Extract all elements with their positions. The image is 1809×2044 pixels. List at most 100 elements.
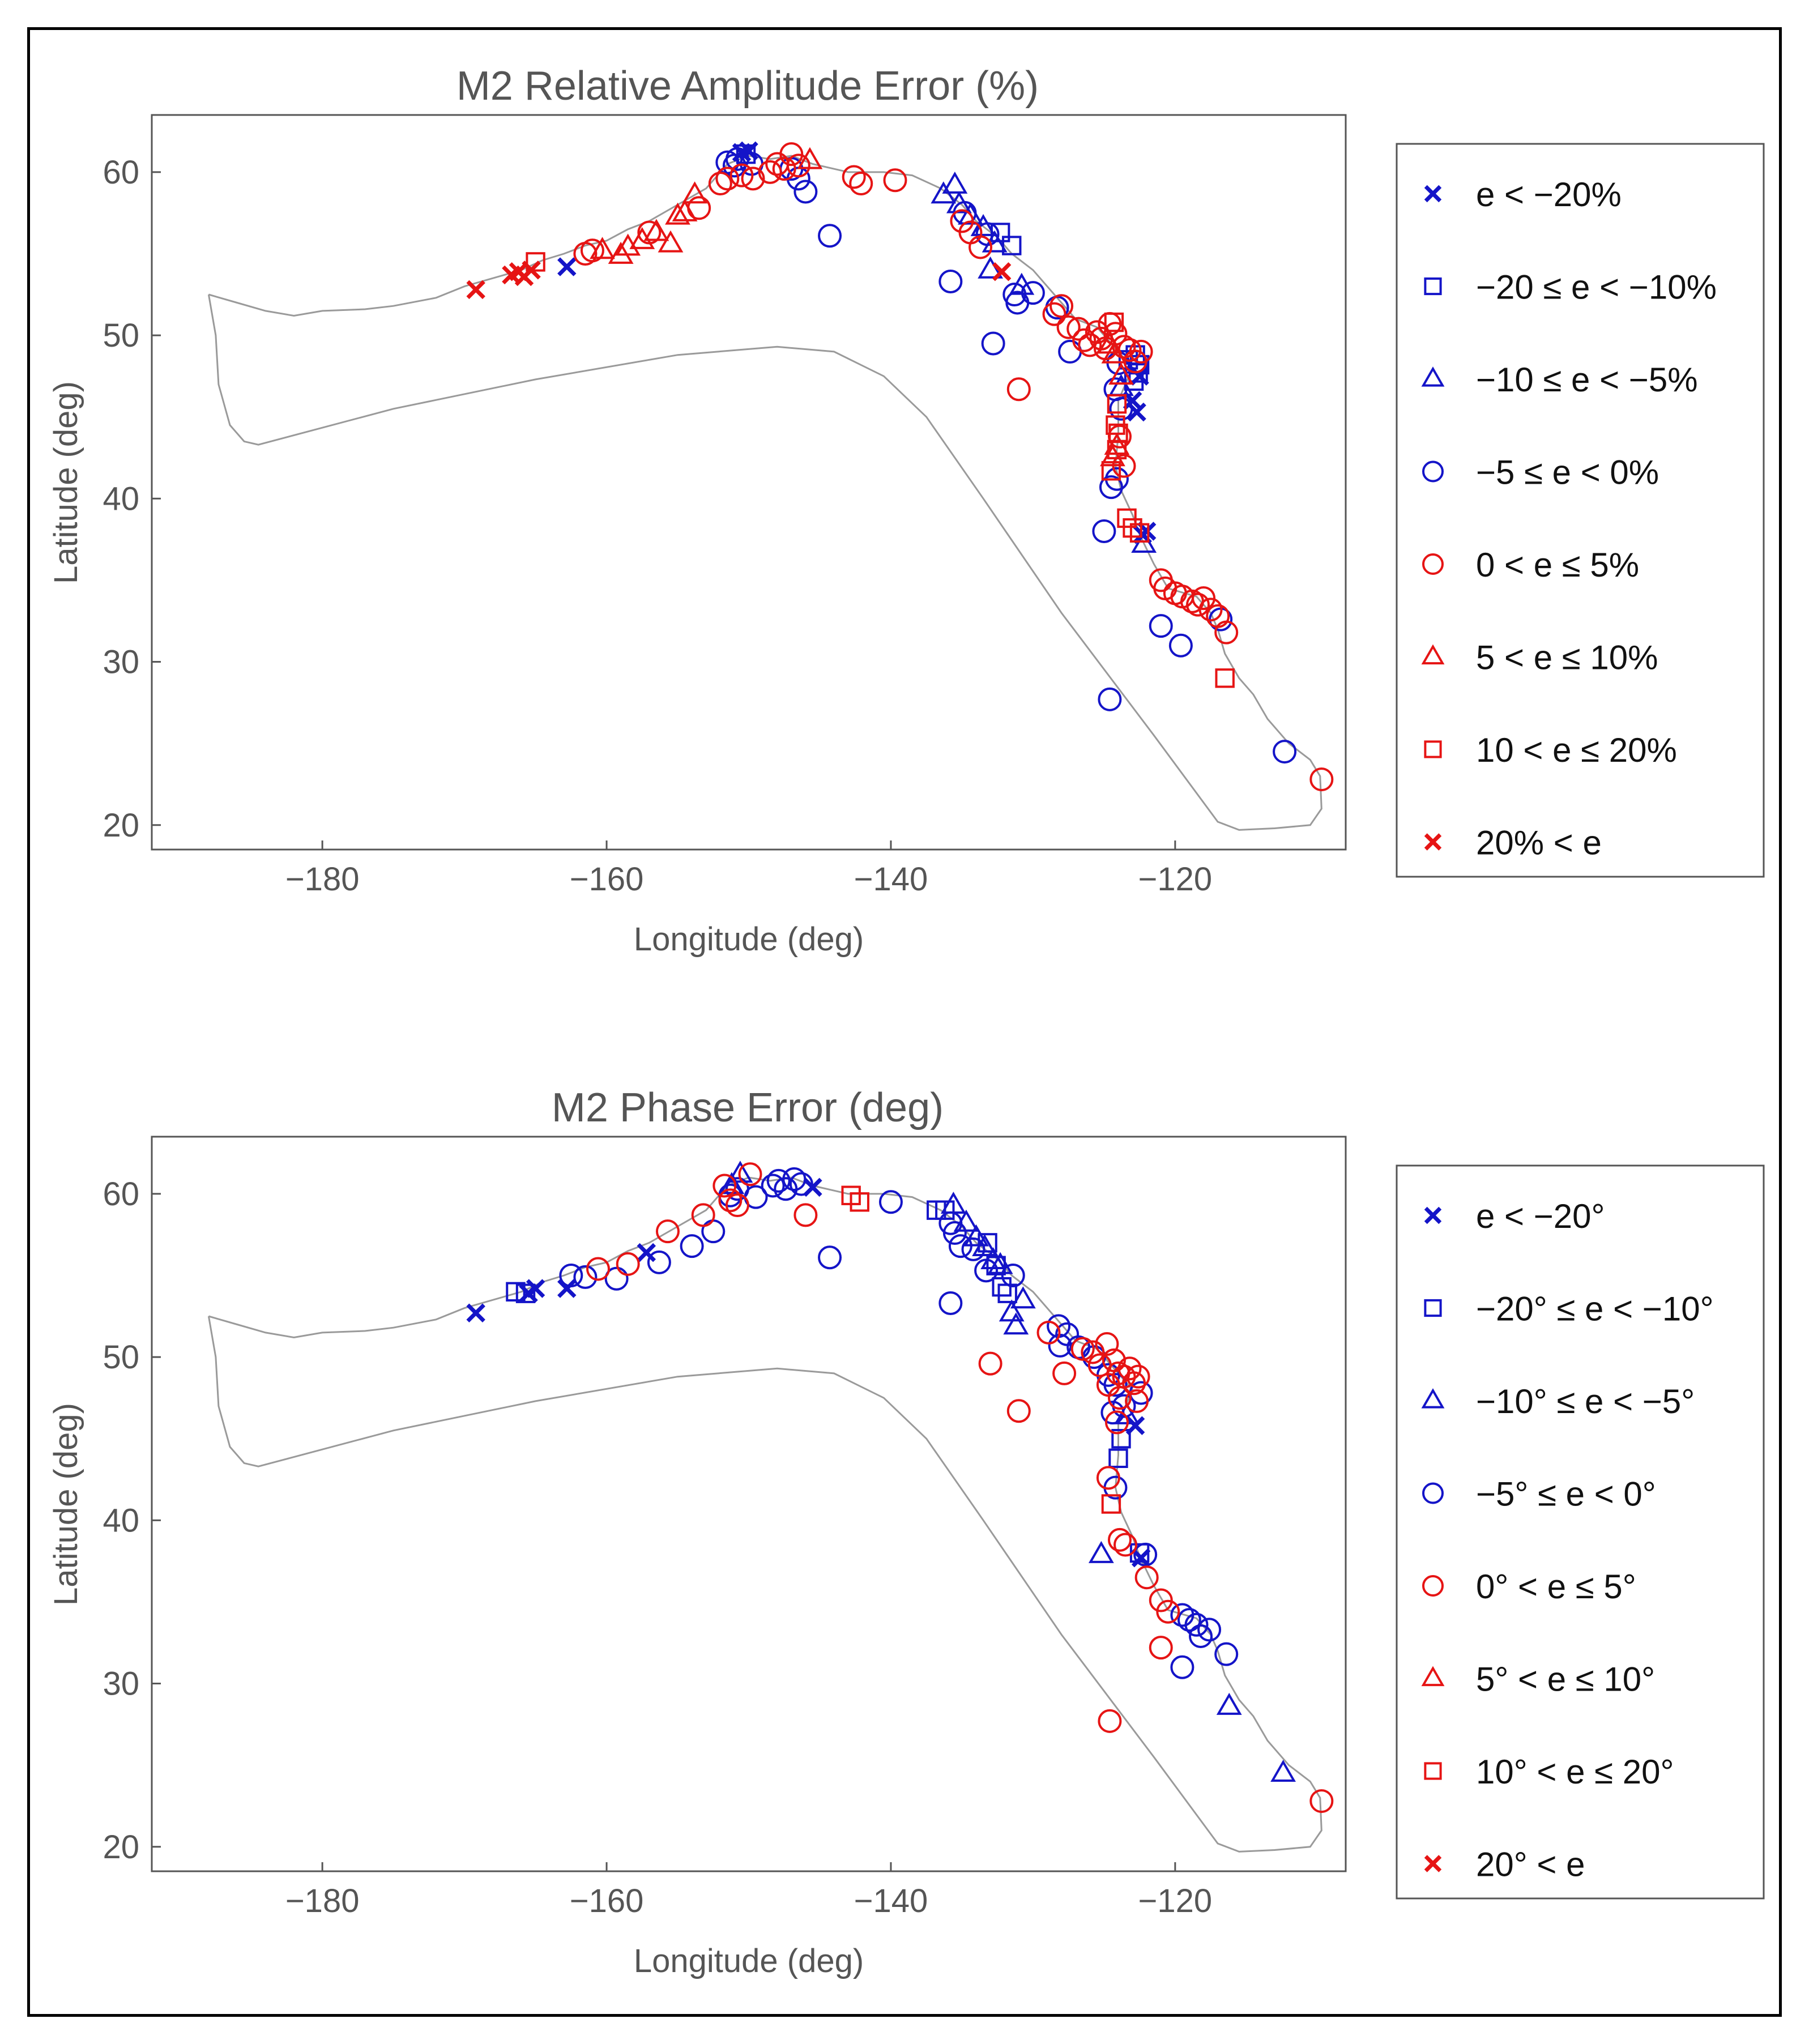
data-point [1107, 1386, 1132, 1410]
data-point [1216, 1692, 1242, 1715]
plot-frame [151, 114, 1347, 851]
data-point [789, 1172, 813, 1196]
legend-item: e < −20° [1424, 1197, 1605, 1235]
legend-label: −20° ≤ e < −10° [1476, 1290, 1714, 1328]
legend-label: 5° < e ≤ 10° [1476, 1661, 1655, 1699]
plot-frame [151, 1136, 1347, 1872]
legend-marker [1422, 460, 1444, 483]
data-point [687, 196, 711, 220]
y-tick-label: 30 [103, 644, 139, 681]
legend-item: 10 < e ≤ 20% [1424, 731, 1677, 769]
legend-box [1396, 1164, 1765, 1900]
data-point [1214, 620, 1239, 645]
data-point [515, 1283, 536, 1303]
data-point [997, 1283, 1017, 1303]
data-point [1070, 1337, 1095, 1361]
legend-item: 0° < e ≤ 5° [1422, 1568, 1636, 1606]
data-point [1186, 592, 1210, 617]
x-tick-label: −160 [570, 861, 644, 898]
data-point [1122, 1371, 1146, 1396]
data-point [766, 1168, 791, 1193]
legend-box [1396, 143, 1765, 878]
legend-label: 10 < e ≤ 20% [1476, 731, 1677, 769]
data-point [974, 1258, 999, 1283]
data-point [1215, 668, 1235, 688]
legend-item: 20° < e [1424, 1846, 1585, 1884]
data-point [665, 202, 690, 225]
data-point [981, 331, 1005, 356]
series-6 [526, 252, 1235, 688]
data-point [701, 1219, 726, 1244]
data-point [978, 1233, 997, 1253]
data-point [1149, 1588, 1173, 1612]
data-point [1104, 1410, 1129, 1435]
data-point [738, 1162, 762, 1187]
data-point [975, 222, 1000, 246]
data-point [1270, 1760, 1296, 1782]
chart-phase-error: M2 Phase Error (deg) −180 −160 −140 −120 20 3… [48, 1085, 1765, 1979]
data-point [526, 1279, 545, 1298]
data-point [1133, 1542, 1158, 1567]
legend-item: −10 ≤ e < −5% [1421, 361, 1698, 399]
data-point [725, 1193, 749, 1218]
y-axis-label: Latitude (deg) [48, 381, 84, 584]
data-point [1003, 1312, 1029, 1335]
data-point [466, 1303, 485, 1323]
data-point [1088, 1541, 1114, 1563]
data-point [963, 1224, 989, 1247]
data-point [1099, 475, 1123, 500]
legend-label: −10° ≤ e < −5° [1476, 1382, 1695, 1420]
domain-boundary [207, 1176, 1322, 1853]
legend-item: −20 ≤ e < −10% [1424, 268, 1717, 306]
legend-label: 5 < e ≤ 10% [1476, 639, 1658, 677]
data-point [1052, 1361, 1077, 1385]
x-tick-label: −120 [1138, 1883, 1213, 1919]
legend-label: −20 ≤ e < −10% [1476, 268, 1717, 306]
y-tick-label: 30 [103, 1666, 139, 1702]
legend-label: 20° < e [1476, 1846, 1585, 1884]
data-point [680, 1234, 704, 1258]
data-point [526, 252, 545, 272]
legend-item: −5° ≤ e < 0° [1422, 1475, 1656, 1513]
legend-marker [1424, 185, 1442, 203]
data-point [1117, 1356, 1142, 1381]
data-point [557, 257, 577, 276]
data-point [1168, 633, 1193, 658]
data-point [1042, 302, 1066, 326]
data-point [786, 153, 810, 178]
chart-amplitude-error: M2 Relative Amplitude Error (%) −180 −160… [48, 63, 1765, 958]
data-point [1081, 1340, 1105, 1364]
data-point [1170, 1655, 1194, 1679]
data-point [1107, 439, 1127, 460]
data-point [637, 1243, 656, 1262]
legend-marker [1424, 1206, 1442, 1224]
data-point [729, 163, 754, 187]
legend-label: 10° < e ≤ 20° [1476, 1753, 1674, 1791]
data-point [718, 1188, 743, 1213]
figure-frame [27, 27, 1782, 2017]
y-axis-label: Latitude (deg) [48, 1403, 84, 1606]
legend-label: e < −20° [1476, 1197, 1605, 1235]
legend-marker [1422, 553, 1444, 575]
data-point [559, 1263, 583, 1287]
legend-label: 0 < e ≤ 5% [1476, 546, 1639, 584]
series-6 [841, 1185, 1121, 1514]
data-point [1066, 317, 1091, 341]
y-tick-label: 40 [103, 1502, 139, 1539]
data-point [1097, 331, 1123, 354]
legend-label: −5° ≤ e < 0° [1476, 1475, 1656, 1513]
data-point [727, 1160, 753, 1183]
data-point [878, 1190, 903, 1214]
data-point [797, 147, 823, 169]
data-point [935, 1200, 955, 1220]
data-point [1126, 1364, 1150, 1389]
data-point [1006, 377, 1031, 402]
data-point [608, 241, 634, 264]
data-point [999, 1299, 1025, 1322]
data-point [992, 1277, 1012, 1297]
data-point [1092, 519, 1116, 543]
data-point [1058, 339, 1082, 364]
x-tick-label: −160 [570, 1883, 644, 1919]
series-4 [573, 142, 1334, 792]
data-point [850, 1192, 869, 1212]
